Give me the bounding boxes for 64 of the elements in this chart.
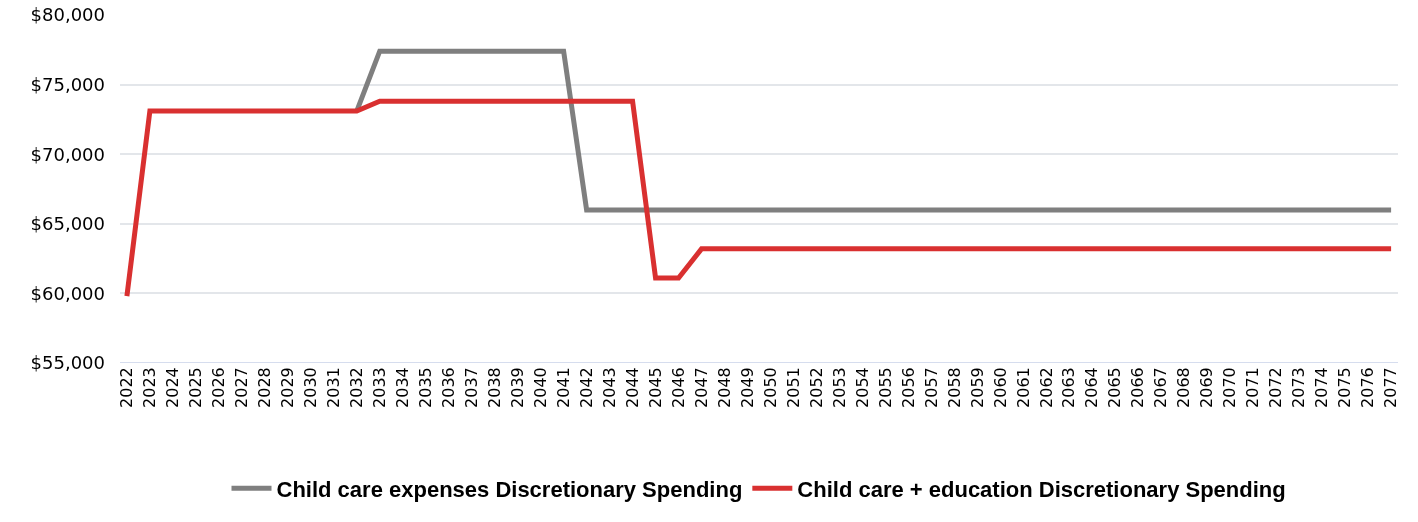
x-tick-label: 2030 — [300, 367, 320, 408]
x-tick-label: 2056 — [898, 367, 918, 408]
x-tick-label: 2028 — [255, 367, 275, 408]
x-tick-label: 2043 — [599, 367, 619, 408]
x-tick-label: 2066 — [1128, 367, 1148, 408]
x-tick-label: 2055 — [875, 367, 895, 408]
x-tick-label: 2063 — [1059, 367, 1079, 408]
x-tick-label: 2069 — [1197, 367, 1217, 408]
x-tick-label: 2070 — [1220, 367, 1240, 408]
x-tick-label: 2041 — [553, 367, 573, 408]
y-tick-label: $65,000 — [30, 213, 105, 235]
x-tick-label: 2039 — [507, 367, 527, 408]
x-tick-label: 2060 — [990, 367, 1010, 408]
x-tick-label: 2036 — [438, 367, 458, 408]
y-tick-label: $80,000 — [30, 4, 105, 26]
x-tick-label: 2026 — [209, 367, 229, 408]
x-tick-label: 2065 — [1105, 367, 1125, 408]
legend-label: Child care expenses Discretionary Spending — [276, 476, 743, 502]
x-tick-label: 2032 — [346, 367, 366, 408]
x-tick-label: 2064 — [1082, 367, 1102, 408]
x-tick-label: 2049 — [737, 367, 757, 408]
y-tick-label: $70,000 — [30, 143, 105, 165]
x-tick-label: 2033 — [369, 367, 389, 408]
x-tick-label: 2076 — [1358, 367, 1378, 408]
x-tick-label: 2077 — [1381, 367, 1401, 408]
x-tick-label: 2047 — [691, 367, 711, 408]
x-tick-label: 2024 — [163, 367, 183, 408]
y-tick-label: $75,000 — [30, 73, 105, 95]
x-tick-label: 2044 — [622, 367, 642, 408]
x-tick-label: 2072 — [1266, 367, 1286, 408]
x-tick-label: 2042 — [576, 367, 596, 408]
x-tick-label: 2025 — [186, 367, 206, 408]
x-tick-label: 2048 — [714, 367, 734, 408]
x-tick-label: 2031 — [323, 367, 343, 408]
x-tick-label: 2022 — [117, 367, 137, 408]
x-tick-label: 2068 — [1174, 367, 1194, 408]
x-tick-label: 2071 — [1243, 367, 1263, 408]
x-tick-label: 2027 — [232, 367, 252, 408]
x-tick-label: 2034 — [392, 367, 412, 408]
x-tick-label: 2037 — [461, 367, 481, 408]
x-tick-label: 2051 — [783, 367, 803, 408]
x-tick-label: 2054 — [852, 367, 872, 408]
x-tick-label: 2073 — [1289, 367, 1309, 408]
x-tick-label: 2059 — [967, 367, 987, 408]
x-tick-label: 2062 — [1036, 367, 1056, 408]
x-tick-label: 2023 — [140, 367, 160, 408]
x-tick-label: 2046 — [668, 367, 688, 408]
x-tick-label: 2045 — [645, 367, 665, 408]
x-tick-label: 2052 — [806, 367, 826, 408]
x-tick-label: 2067 — [1151, 367, 1171, 408]
x-tick-label: 2061 — [1013, 367, 1033, 408]
x-tick-label: 2029 — [277, 367, 297, 408]
x-tick-label: 2075 — [1335, 367, 1355, 408]
x-tick-label: 2057 — [921, 367, 941, 408]
x-tick-label: 2040 — [530, 367, 550, 408]
x-tick-label: 2053 — [829, 367, 849, 408]
legend-label: Child care + education Discretionary Spending — [797, 476, 1286, 502]
x-tick-label: 2058 — [944, 367, 964, 408]
y-tick-label: $60,000 — [30, 282, 105, 304]
x-tick-label: 2074 — [1312, 367, 1332, 408]
x-tick-label: 2035 — [415, 367, 435, 408]
y-tick-label: $55,000 — [30, 352, 105, 374]
x-tick-label: 2050 — [760, 367, 780, 408]
x-tick-label: 2038 — [484, 367, 504, 408]
